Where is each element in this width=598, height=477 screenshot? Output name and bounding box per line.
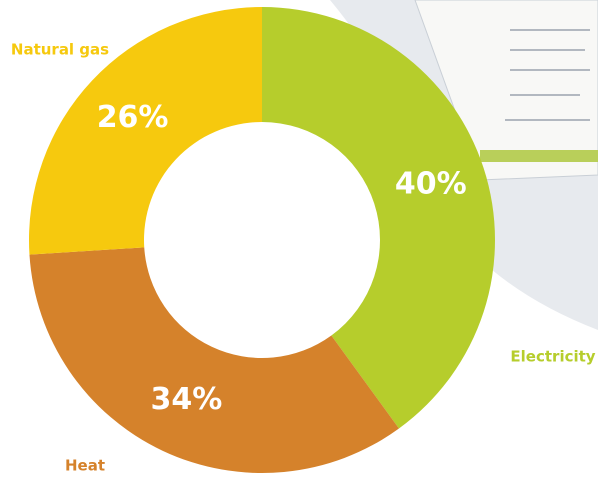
donut-slice xyxy=(29,247,399,473)
category-label: Heat xyxy=(65,457,105,475)
donut-slice xyxy=(28,7,262,255)
category-label: Electricity xyxy=(510,348,595,366)
category-label: Natural gas xyxy=(11,41,109,59)
value-label: 40% xyxy=(395,167,467,202)
value-label: 26% xyxy=(97,100,169,135)
value-label: 34% xyxy=(151,382,223,417)
donut-slice xyxy=(262,7,495,429)
